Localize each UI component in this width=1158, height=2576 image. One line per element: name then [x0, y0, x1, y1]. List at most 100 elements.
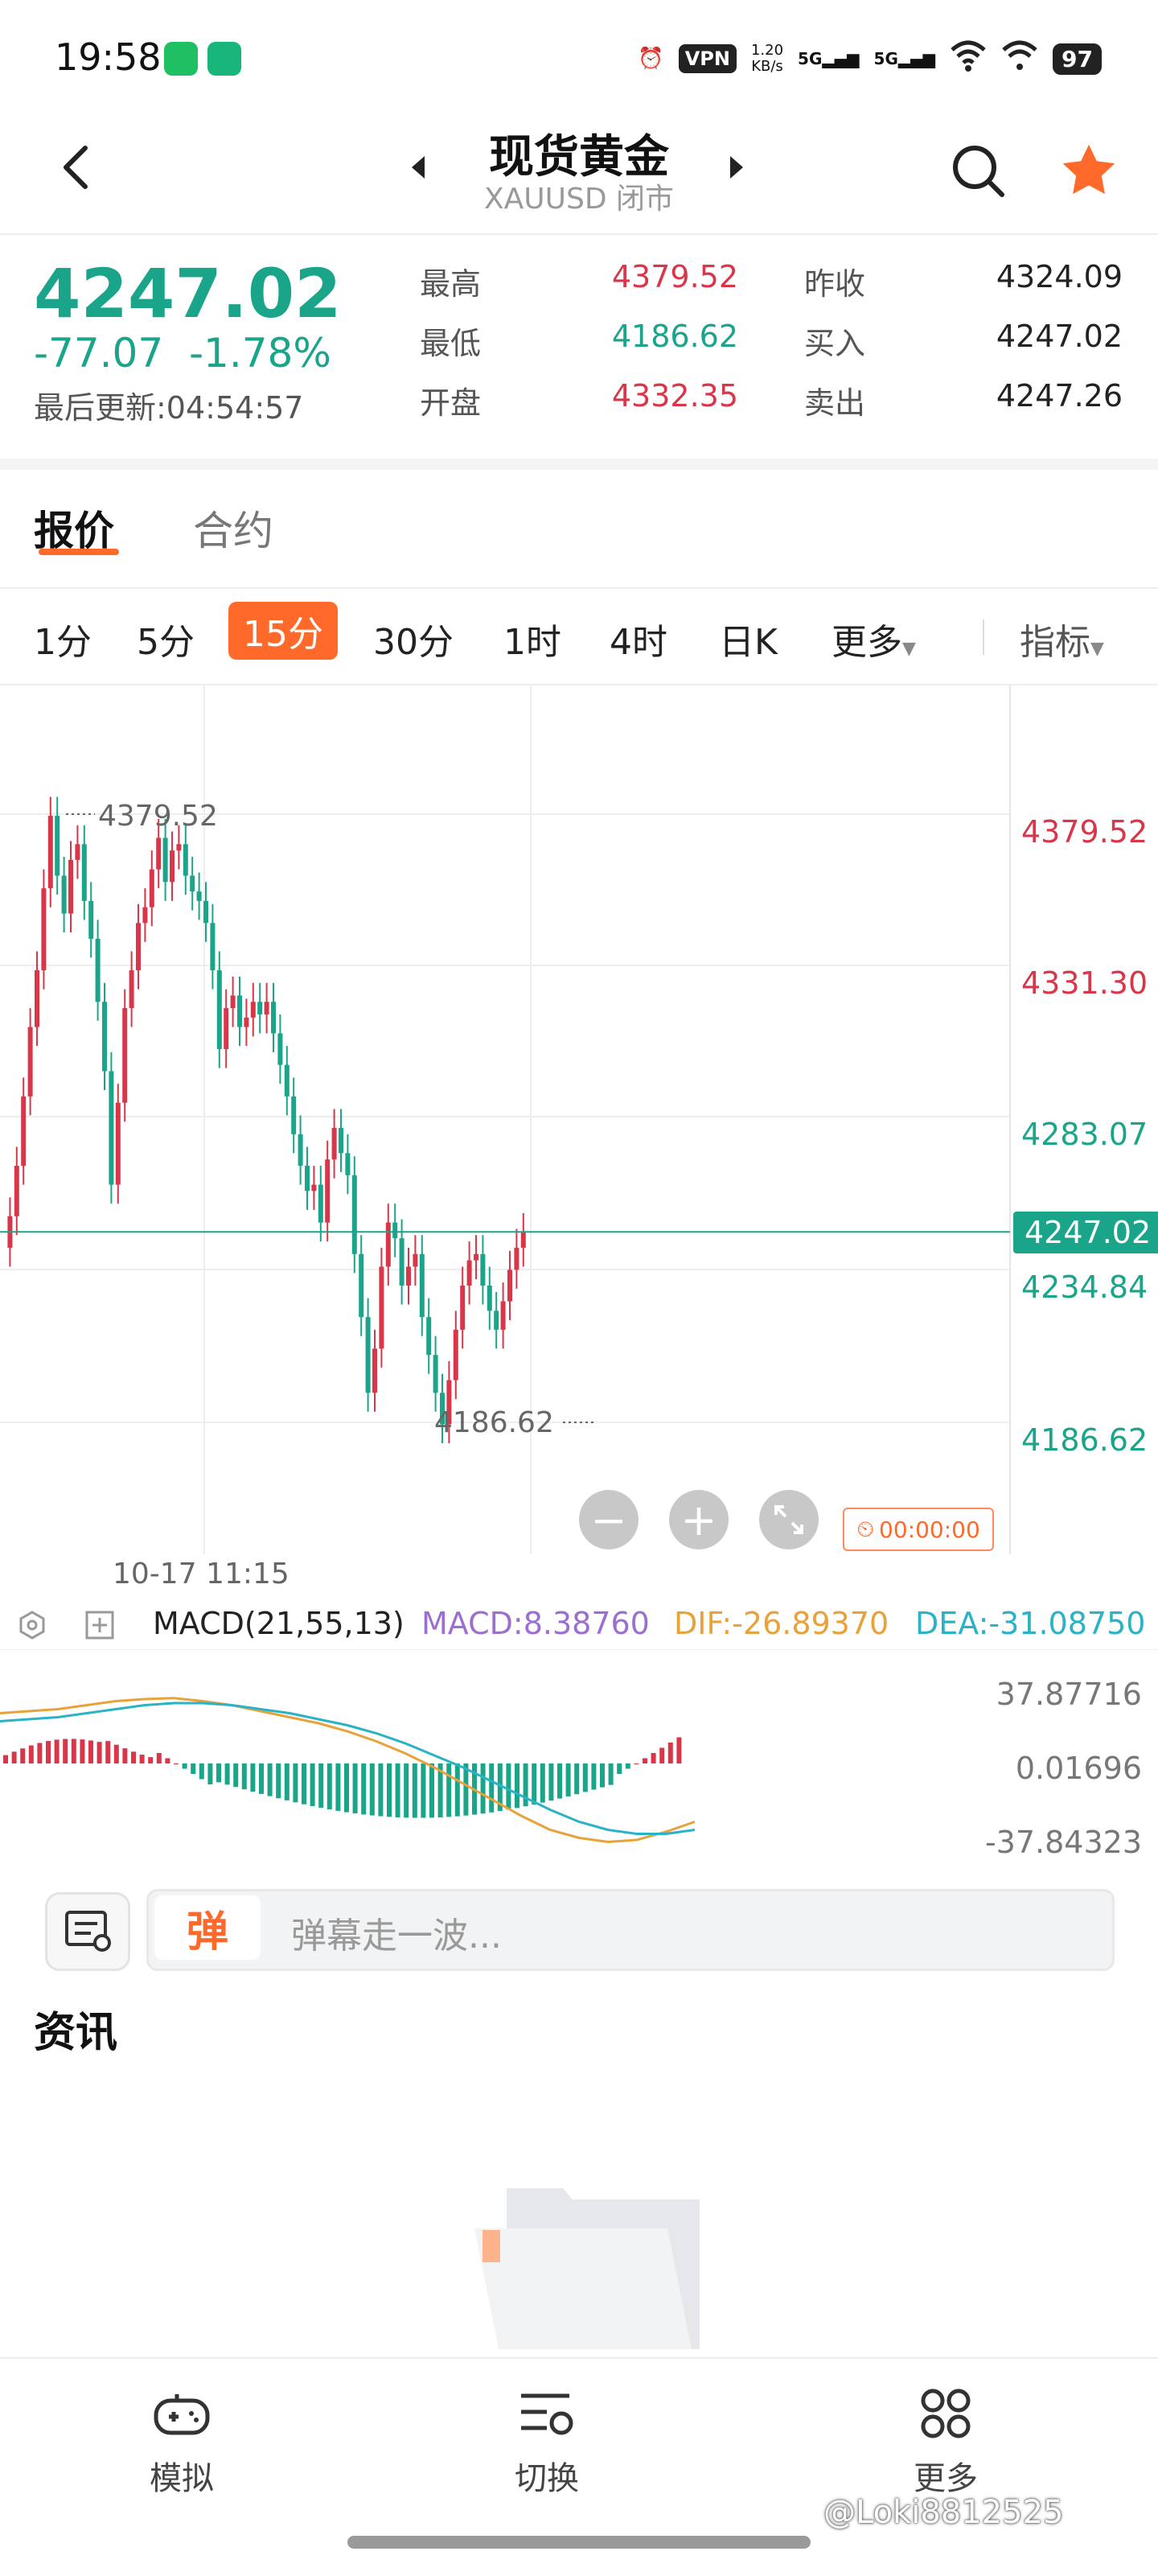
period-1h[interactable]: 1时: [503, 622, 561, 663]
signal-1-icon: 5G▂▄▆: [798, 49, 860, 68]
period-daily[interactable]: 日K: [719, 622, 778, 663]
tab-bar: [0, 470, 1158, 589]
candle-body: [460, 1285, 466, 1330]
y-axis-label: 4234.84: [1021, 1269, 1148, 1305]
dif-line: [0, 1697, 696, 1844]
macd-histogram-bar: [489, 1763, 495, 1813]
next-symbol-icon[interactable]: [727, 154, 746, 183]
prev-symbol-icon[interactable]: [409, 154, 428, 183]
dif-value: DIF:-26.89370: [674, 1606, 889, 1641]
period-separator: [983, 619, 984, 655]
candle-body: [453, 1329, 458, 1381]
candle-body: [183, 844, 188, 876]
candle-body: [514, 1247, 519, 1270]
indicator-menu[interactable]: 指标▼: [1020, 622, 1104, 663]
macd-histogram-bar: [421, 1763, 426, 1818]
stat-value-bid: 4247.02: [996, 319, 1123, 354]
macd-histogram-bar: [412, 1763, 417, 1818]
section-divider: [0, 459, 1158, 470]
macd-histogram-bar: [352, 1763, 358, 1814]
barrage-input[interactable]: [146, 1889, 1115, 1971]
app-notification-icon: [207, 42, 241, 76]
candle-body: [55, 816, 60, 876]
candle-body: [68, 859, 73, 914]
candle-body: [291, 1096, 297, 1134]
x-axis-label: 10-17 11:15: [113, 1558, 290, 1590]
stat-label-high: 最高: [420, 266, 482, 302]
candle-body: [331, 1128, 337, 1160]
fullscreen-button[interactable]: [759, 1490, 819, 1549]
macd-histogram-bar: [207, 1763, 213, 1784]
candle-body: [136, 923, 141, 971]
macd-histogram-bar: [463, 1763, 469, 1816]
tab-contract[interactable]: 合约: [193, 508, 273, 554]
period-30m[interactable]: 30分: [373, 622, 454, 663]
zoom-in-button[interactable]: +: [669, 1490, 729, 1549]
candle-body: [520, 1232, 526, 1248]
candle-body: [399, 1238, 404, 1286]
period-15m[interactable]: 15分: [228, 602, 338, 660]
macd-histogram-bar: [148, 1757, 154, 1763]
nav-more[interactable]: 更多: [857, 2381, 1034, 2499]
macd-histogram-bar: [318, 1763, 324, 1809]
period-4h[interactable]: 4时: [610, 622, 667, 663]
macd-histogram-bar: [335, 1763, 341, 1811]
macd-histogram-bar: [667, 1743, 673, 1763]
kline-chart[interactable]: [0, 685, 1158, 1554]
y-axis-label: 4331.30: [1021, 965, 1148, 1001]
barrage-badge[interactable]: 弹: [154, 1895, 261, 1960]
back-icon[interactable]: [60, 143, 92, 191]
price-change: -77.07 -1.78%: [34, 330, 331, 377]
zoom-out-button[interactable]: −: [579, 1490, 639, 1549]
status-time: 19:58: [55, 35, 162, 79]
candle-body: [75, 844, 80, 860]
stat-value-high: 4379.52: [611, 259, 738, 294]
settings-icon[interactable]: [16, 1609, 48, 1648]
macd-histogram-bar: [404, 1763, 409, 1818]
macd-histogram-bar: [437, 1763, 443, 1818]
nav-label: 切换: [515, 2460, 579, 2497]
net-speed: 1.20 KB/s: [750, 42, 784, 75]
signal-2-icon: 5G▂▄▆: [873, 49, 936, 68]
nav-simulate[interactable]: 模拟: [93, 2381, 270, 2499]
macd-histogram-bar: [608, 1763, 614, 1785]
macd-histogram-bar: [310, 1763, 315, 1806]
status-bar: 19:58 ⏰ VPN 1.20 KB/s 5G▂▄▆ 5G▂▄▆ 97: [0, 0, 1158, 113]
candle-body: [419, 1253, 425, 1318]
macd-chart[interactable]: [0, 1649, 1158, 1858]
candle-body: [264, 1002, 269, 1014]
macd-histogram-bar: [591, 1763, 597, 1790]
macd-histogram-bar: [46, 1741, 51, 1763]
add-indicator-icon[interactable]: [84, 1609, 116, 1648]
candle-body: [122, 1008, 128, 1103]
search-icon[interactable]: [951, 143, 1007, 200]
macd-name: MACD(21,55,13): [153, 1606, 404, 1641]
wifi-2-icon: [1001, 40, 1038, 78]
period-5m[interactable]: 5分: [137, 622, 195, 663]
candle-body: [109, 1071, 114, 1185]
macd-histogram-bar: [378, 1763, 384, 1817]
candle-body: [257, 1002, 263, 1014]
nav-switch[interactable]: 切换: [458, 2381, 635, 2499]
candle-body: [474, 1253, 478, 1261]
home-indicator[interactable]: [347, 2536, 811, 2549]
status-right: ⏰ VPN 1.20 KB/s 5G▂▄▆ 5G▂▄▆ 97: [638, 39, 1102, 79]
macd-histogram-bar: [174, 1763, 179, 1764]
macd-histogram-bar: [11, 1751, 17, 1763]
candle-body: [318, 1184, 323, 1223]
barrage-settings-icon[interactable]: [45, 1892, 130, 1971]
barrage-placeholder: 弹幕走一波...: [291, 1916, 502, 1957]
macd-histogram-bar: [617, 1763, 622, 1774]
favorite-star-icon[interactable]: [1058, 140, 1119, 201]
candle-body: [298, 1134, 303, 1167]
macd-histogram-bar: [540, 1763, 545, 1803]
period-more[interactable]: 更多▼: [832, 622, 916, 663]
dea-value: DEA:-31.08750: [915, 1606, 1146, 1641]
period-1m[interactable]: 1分: [34, 622, 92, 663]
candle-body: [216, 970, 222, 1050]
candle-body: [156, 837, 162, 870]
candle-body: [95, 938, 101, 1002]
tab-quote[interactable]: 报价: [34, 508, 114, 554]
stat-value-ask: 4247.26: [996, 378, 1123, 414]
candle-body: [210, 923, 216, 971]
